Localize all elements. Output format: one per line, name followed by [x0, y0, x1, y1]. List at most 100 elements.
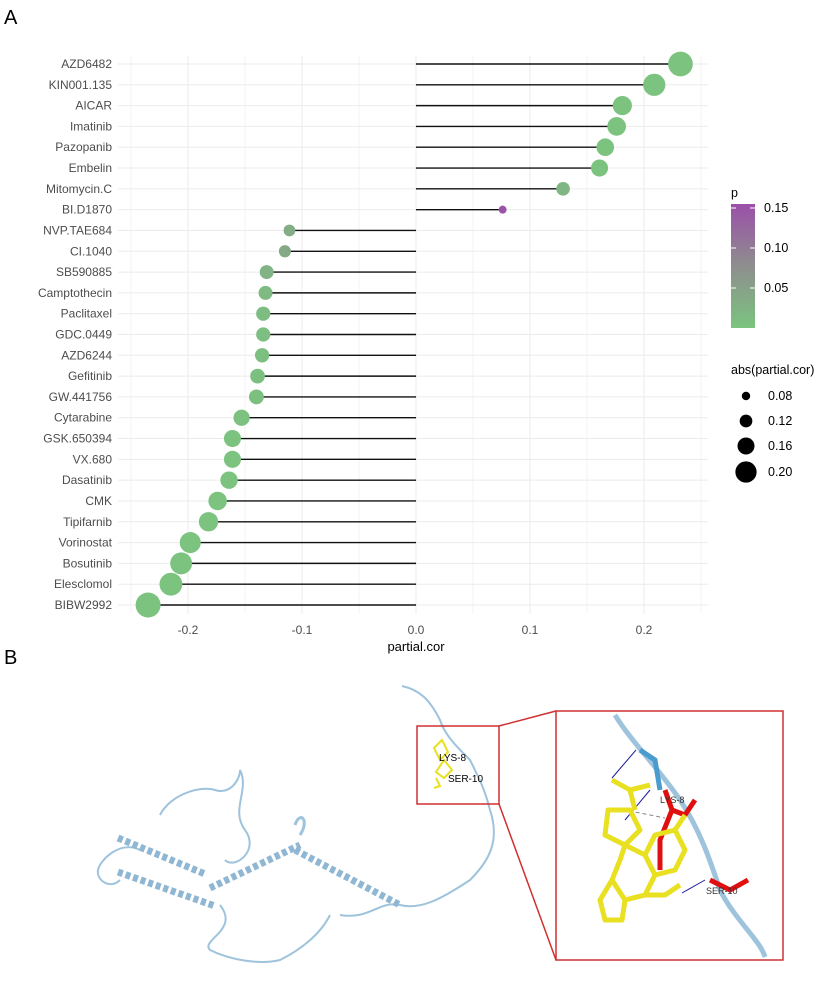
y-label: Vorinostat [59, 536, 113, 550]
y-label: BIBW2992 [55, 598, 113, 612]
point-Mitomycin.C [556, 182, 570, 196]
lollipop-chart: AZD6482 KIN001.135 AICAR Imatinib Pazopanib E… [38, 51, 708, 654]
y-label: Mitomycin.C [46, 182, 112, 196]
point-Cytarabine [233, 409, 250, 426]
hydrogen-bonds [611, 749, 706, 894]
point-Gefitinib [250, 368, 265, 384]
size-legend-title: abs(partial.cor) [731, 363, 814, 377]
size-legend-label: 0.12 [768, 414, 792, 428]
coil-strand [293, 816, 306, 836]
point-Pazopanib [596, 138, 615, 157]
stems [148, 63, 681, 606]
point-CMK [208, 491, 227, 511]
connector-line [498, 710, 557, 727]
zoom-region-box [416, 725, 500, 805]
point-SB590885 [259, 265, 274, 280]
size-legend-dot [739, 414, 753, 428]
size-legend-label: 0.08 [768, 389, 792, 403]
size-legend-dot [741, 391, 751, 401]
point-GDC.0449 [256, 327, 271, 342]
residue-label: LYS-8 [439, 753, 466, 764]
coil-strand [159, 769, 241, 816]
y-label: GSK.650394 [43, 432, 112, 446]
coil-strand [339, 685, 495, 917]
point-Vorinostat [179, 532, 201, 554]
y-label: Tipifarnib [63, 515, 112, 529]
x-tick-label: 0.0 [408, 623, 425, 637]
x-tick-label: -0.2 [178, 623, 199, 637]
y-label: Paclitaxel [61, 307, 112, 321]
y-label: NVP.TAE684 [43, 223, 112, 237]
size-legend-label: 0.16 [768, 439, 792, 453]
size-legend-dot [735, 461, 757, 483]
color-legend-label: 0.10 [764, 241, 788, 255]
point-Embelin [590, 159, 609, 177]
zoom-inset-box [555, 710, 784, 961]
point-BIBW2992 [135, 592, 161, 618]
y-label: CMK [85, 494, 112, 508]
point-VX.680 [223, 450, 242, 468]
y-label: Dasatinib [62, 473, 112, 487]
color-legend-label: 0.15 [764, 201, 788, 215]
helices [116, 834, 402, 910]
point-KIN001.135 [643, 73, 666, 96]
size-legend-label: 0.20 [768, 465, 792, 479]
y-label: GW.441756 [49, 390, 113, 404]
y-label: Bosutinib [63, 556, 113, 570]
point-Tipifarnib [198, 512, 219, 532]
residue-label: SER-10 [448, 774, 483, 785]
y-label: Pazopanib [55, 140, 112, 154]
x-tick-label: 0.1 [522, 623, 539, 637]
y-label: Gefitinib [68, 369, 112, 383]
panel-a-label: A [4, 7, 18, 29]
y-label: KIN001.135 [49, 78, 113, 92]
inset-residue-label: LYS-8 [660, 795, 684, 805]
point-NVP.TAE684 [283, 224, 296, 237]
protein-structure: LYS-8 SER-10 LYS-8 SER-10 [96, 685, 784, 963]
point-GW.441756 [248, 389, 264, 405]
point-Paclitaxel [256, 306, 271, 321]
y-label: AZD6244 [61, 348, 112, 362]
point-Camptothecin [258, 285, 273, 300]
color-legend: p 0.15 0.10 0.05 [731, 186, 788, 328]
ser-residues [657, 789, 750, 893]
y-label: Camptothecin [38, 286, 112, 300]
inset-residue-label: SER-10 [706, 886, 738, 896]
point-Bosutinib [170, 552, 193, 575]
y-label: SB590885 [56, 265, 112, 279]
point-BI.D1870 [498, 205, 507, 214]
y-label: AZD6482 [61, 57, 112, 71]
y-label: Imatinib [70, 119, 112, 133]
coil-strand [207, 904, 331, 963]
point-Imatinib [607, 117, 626, 136]
coil-strand [224, 769, 251, 864]
connector-line [498, 803, 557, 961]
point-Elesclomol [159, 572, 183, 596]
x-tick-label: 0.2 [636, 623, 653, 637]
points [135, 51, 693, 618]
lys-residue [638, 747, 663, 791]
panel-b-label: B [4, 647, 17, 669]
x-tick-label: -0.1 [292, 623, 313, 637]
x-tick-labels: -0.2 -0.1 0.0 0.1 0.2 [178, 623, 653, 637]
x-axis-title: partial.cor [387, 639, 445, 654]
point-AZD6244 [254, 348, 270, 363]
color-bar [731, 204, 755, 328]
y-label: AICAR [75, 99, 112, 113]
point-CI.1040 [278, 245, 291, 258]
color-legend-label: 0.05 [764, 281, 788, 295]
y-label: VX.680 [73, 452, 113, 466]
y-label: Elesclomol [54, 577, 112, 591]
color-legend-title: p [731, 186, 738, 200]
ligand-small [432, 738, 454, 789]
ligand-molecule [597, 777, 688, 923]
point-AZD6482 [668, 51, 693, 77]
y-label: Embelin [69, 161, 112, 175]
coil-strand [96, 846, 141, 886]
y-label: CI.1040 [70, 244, 112, 258]
y-label: GDC.0449 [55, 328, 112, 342]
point-AICAR [612, 96, 632, 116]
y-label: BI.D1870 [62, 203, 112, 217]
size-legend-dot [737, 437, 755, 455]
